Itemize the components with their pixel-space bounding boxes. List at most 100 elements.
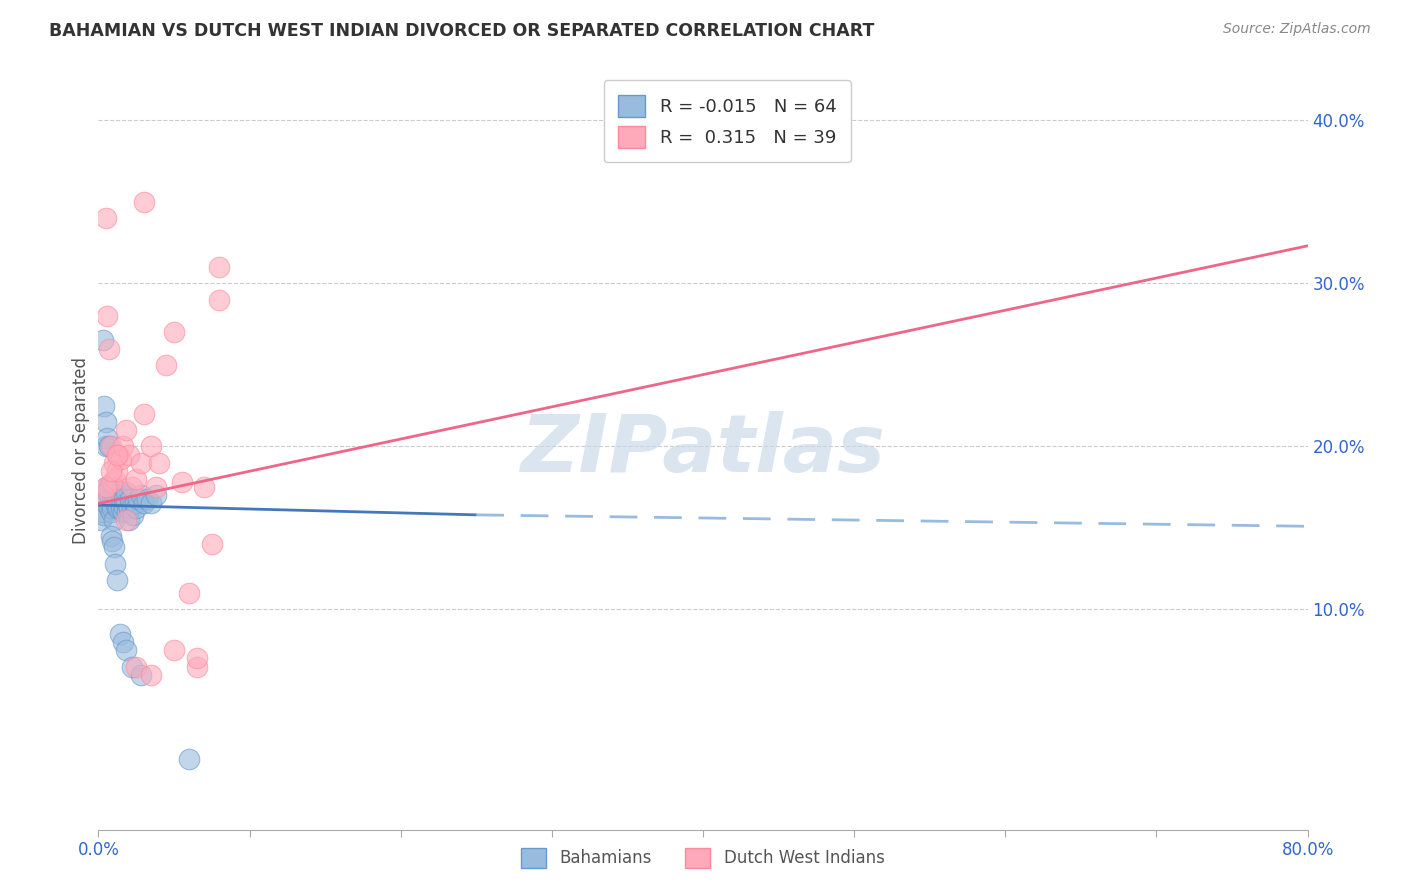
Text: Source: ZipAtlas.com: Source: ZipAtlas.com — [1223, 22, 1371, 37]
Point — [98, 439, 121, 453]
Point — [91, 505, 114, 519]
Point — [118, 501, 141, 516]
Point — [108, 496, 131, 510]
Point — [105, 491, 128, 506]
Point — [155, 358, 177, 372]
Point — [114, 496, 136, 510]
Point — [129, 456, 152, 470]
Point — [125, 472, 148, 486]
Point — [103, 513, 125, 527]
Point — [100, 496, 122, 510]
Point — [100, 464, 122, 478]
Legend: R = -0.015   N = 64, R =  0.315   N = 39: R = -0.015 N = 64, R = 0.315 N = 39 — [603, 80, 851, 162]
Point — [120, 491, 142, 506]
Point — [108, 627, 131, 641]
Point — [118, 513, 141, 527]
Point — [105, 501, 128, 516]
Point — [193, 480, 215, 494]
Point — [121, 480, 143, 494]
Point — [107, 500, 129, 514]
Point — [114, 643, 136, 657]
Point — [170, 475, 193, 490]
Point — [98, 480, 121, 494]
Point — [111, 635, 134, 649]
Point — [96, 491, 118, 506]
Point — [179, 752, 201, 766]
Point — [201, 537, 224, 551]
Point — [98, 342, 121, 356]
Point — [101, 488, 124, 502]
Point — [96, 485, 118, 500]
Y-axis label: Divorced or Separated: Divorced or Separated — [72, 357, 90, 544]
Point — [115, 505, 138, 519]
Point — [135, 491, 157, 506]
Point — [112, 491, 135, 506]
Point — [105, 573, 128, 587]
Point — [94, 480, 117, 494]
Point — [98, 501, 121, 516]
Point — [94, 439, 117, 453]
Point — [141, 667, 163, 681]
Point — [145, 480, 167, 494]
Point — [124, 496, 146, 510]
Point — [110, 501, 132, 516]
Point — [103, 480, 125, 494]
Point — [100, 529, 122, 543]
Text: BAHAMIAN VS DUTCH WEST INDIAN DIVORCED OR SEPARATED CORRELATION CHART: BAHAMIAN VS DUTCH WEST INDIAN DIVORCED O… — [49, 22, 875, 40]
Point — [94, 480, 117, 494]
Point — [163, 325, 186, 339]
Point — [132, 496, 155, 510]
Legend: Bahamians, Dutch West Indians: Bahamians, Dutch West Indians — [515, 841, 891, 875]
Point — [121, 659, 143, 673]
Point — [122, 508, 145, 522]
Point — [141, 496, 163, 510]
Point — [112, 500, 135, 514]
Point — [100, 505, 122, 519]
Point — [179, 586, 201, 600]
Point — [104, 488, 127, 502]
Point — [163, 643, 186, 657]
Point — [132, 407, 155, 421]
Point — [110, 452, 132, 467]
Point — [118, 448, 141, 462]
Point — [141, 439, 163, 453]
Point — [111, 505, 134, 519]
Point — [148, 456, 170, 470]
Point — [127, 491, 149, 506]
Point — [101, 475, 124, 490]
Point — [103, 541, 125, 555]
Point — [101, 501, 124, 516]
Point — [90, 513, 112, 527]
Point — [132, 194, 155, 209]
Point — [104, 557, 127, 571]
Point — [94, 211, 117, 226]
Point — [125, 501, 148, 516]
Point — [103, 456, 125, 470]
Point — [100, 439, 122, 453]
Point — [96, 431, 118, 445]
Point — [93, 508, 115, 522]
Point — [208, 260, 231, 274]
Point — [111, 488, 134, 502]
Text: ZIPatlas: ZIPatlas — [520, 411, 886, 490]
Point — [129, 667, 152, 681]
Point — [101, 533, 124, 548]
Point — [110, 491, 132, 506]
Point — [114, 423, 136, 437]
Point — [107, 488, 129, 502]
Point — [129, 488, 152, 502]
Point — [105, 464, 128, 478]
Point — [104, 472, 127, 486]
Point — [114, 485, 136, 500]
Point — [114, 513, 136, 527]
Point — [103, 491, 125, 506]
Point — [104, 496, 127, 510]
Point — [108, 485, 131, 500]
Point — [94, 415, 117, 429]
Point — [105, 448, 128, 462]
Point — [91, 334, 114, 348]
Point — [121, 500, 143, 514]
Point — [94, 496, 117, 510]
Point — [98, 488, 121, 502]
Point — [186, 659, 208, 673]
